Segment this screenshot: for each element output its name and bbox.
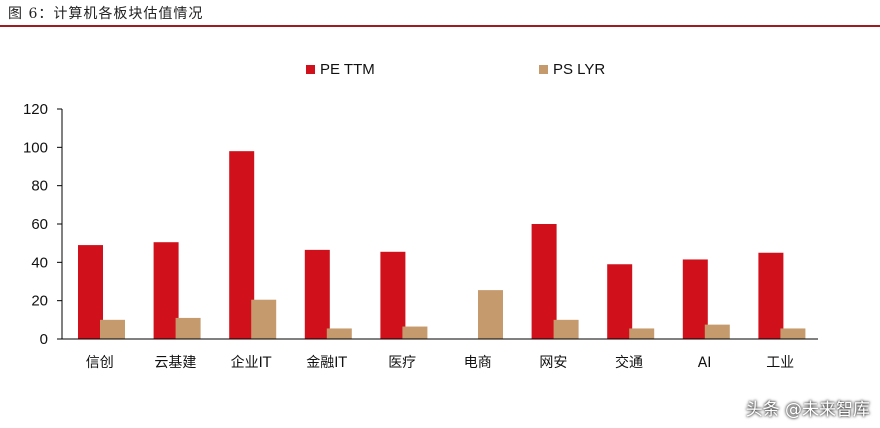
watermark: 头条 @未来智库 xyxy=(745,400,870,420)
bar-ps-lyr xyxy=(780,328,806,339)
bar-pe-ttm xyxy=(531,224,557,339)
bar-ps-lyr xyxy=(175,317,201,339)
y-tick-label: 120 xyxy=(23,101,48,118)
y-tick-label: 100 xyxy=(23,139,48,156)
bar-ps-lyr xyxy=(704,324,730,339)
bar-ps-lyr xyxy=(251,299,277,339)
x-tick-label: 交通 xyxy=(615,354,643,371)
bar-pe-ttm xyxy=(682,259,708,339)
x-tick-label: AI xyxy=(698,355,712,371)
bar-pe-ttm xyxy=(758,252,784,339)
legend-label: PE TTM xyxy=(320,61,375,78)
bar-pe-ttm xyxy=(304,249,330,339)
figure-title: 图 6：计算机各板块估值情况 xyxy=(8,6,204,22)
y-tick-label: 60 xyxy=(31,216,48,233)
legend-swatch xyxy=(306,65,315,74)
x-axis: 信创 云基建 企业IT 金融IT 医疗 电商 网安 交通 AI 工业 xyxy=(62,338,818,371)
y-tick-label: 80 xyxy=(31,178,48,195)
y-tick-label: 40 xyxy=(31,254,48,271)
x-tick-label: 云基建 xyxy=(154,354,196,371)
x-tick-label: 工业 xyxy=(766,355,794,371)
y-axis: 0 20 40 60 80 100 120 xyxy=(23,101,63,348)
bar-pe-ttm xyxy=(229,151,255,339)
bar-pe-ttm xyxy=(380,251,406,339)
x-tick-label: 信创 xyxy=(86,355,114,371)
x-tick-label: 网安 xyxy=(539,355,567,371)
x-tick-label: 金融IT xyxy=(306,355,347,371)
x-tick-label: 医疗 xyxy=(388,355,416,371)
bar-pe-ttm xyxy=(153,242,179,339)
title-rule xyxy=(0,25,880,27)
bar-pe-ttm xyxy=(607,264,633,339)
bar-ps-lyr xyxy=(100,319,125,339)
bar-ps-lyr xyxy=(629,328,655,339)
bars xyxy=(78,151,806,339)
legend-label: PS LYR xyxy=(553,61,605,78)
x-tick-label: 电商 xyxy=(464,355,492,371)
legend: PE TTM PS LYR xyxy=(306,61,605,78)
x-tick-label: 企业IT xyxy=(231,354,272,371)
bar-ps-lyr xyxy=(402,326,428,339)
bar-pe-ttm xyxy=(78,245,103,339)
bar-ps-lyr xyxy=(553,319,579,339)
bar-ps-lyr xyxy=(478,290,503,339)
y-tick-label: 0 xyxy=(40,331,48,348)
legend-swatch xyxy=(539,65,548,74)
y-tick-label: 20 xyxy=(31,293,48,310)
bar-ps-lyr xyxy=(326,328,352,339)
